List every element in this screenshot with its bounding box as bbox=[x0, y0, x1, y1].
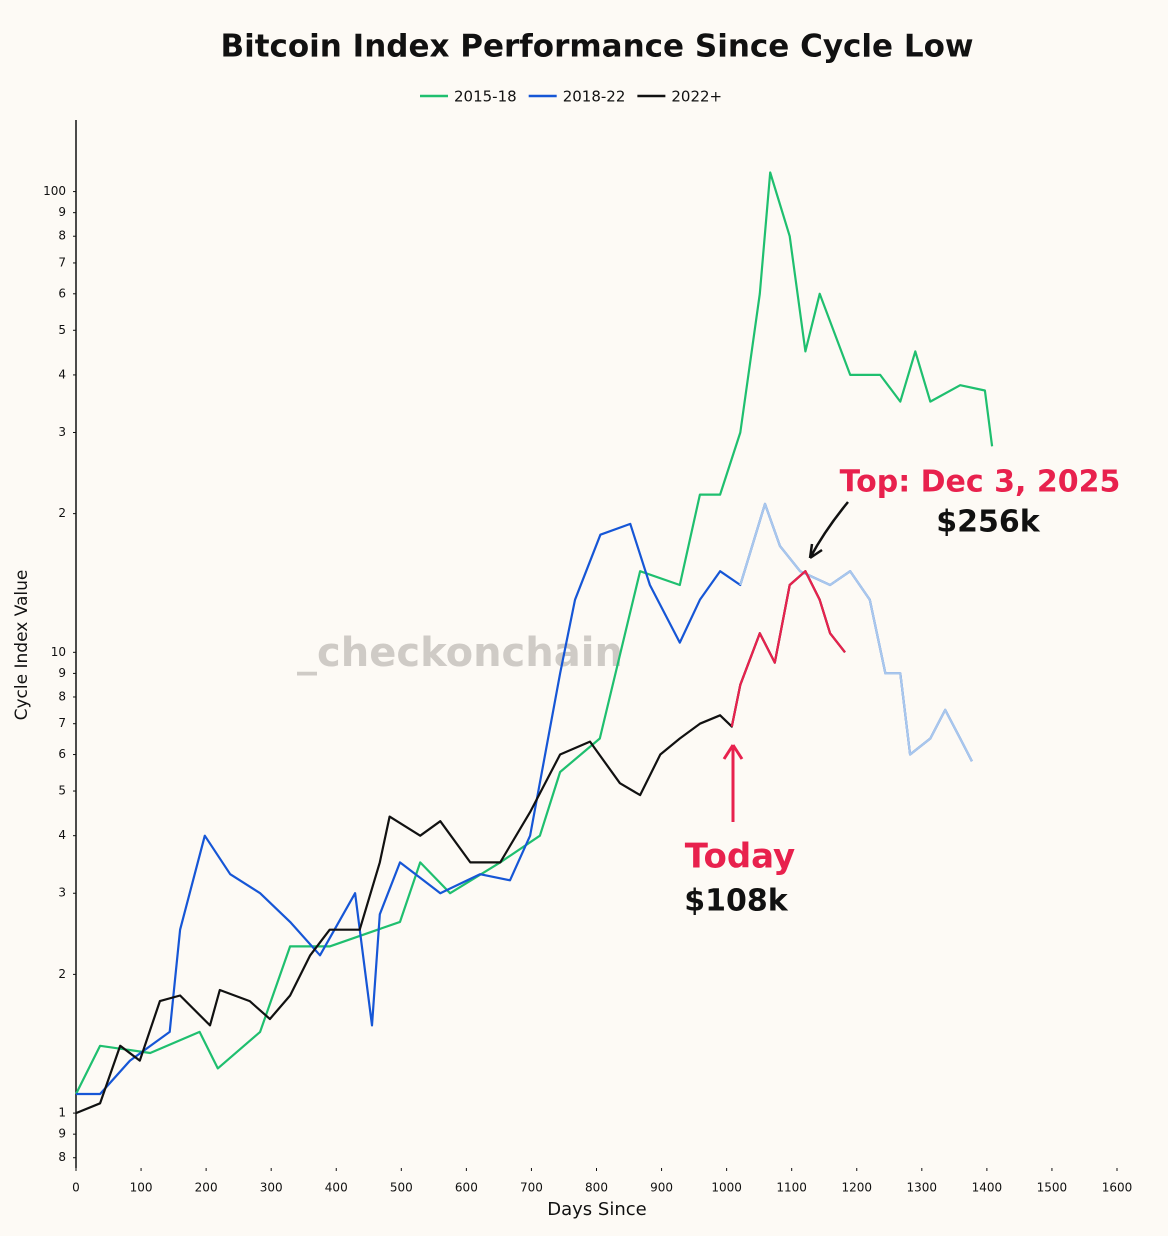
x-tick-label: 100 bbox=[130, 1181, 153, 1195]
y-tick-label: 3 bbox=[58, 886, 66, 900]
x-tick-label: 600 bbox=[455, 1181, 478, 1195]
x-tick-label: 400 bbox=[325, 1181, 348, 1195]
x-tick-label: 1600 bbox=[1102, 1181, 1133, 1195]
y-tick-label: 9 bbox=[58, 1127, 66, 1141]
arrow bbox=[808, 501, 849, 560]
x-axis-label: Days Since bbox=[547, 1199, 646, 1220]
line-highlight bbox=[739, 502, 973, 762]
y-tick-label: 8 bbox=[58, 229, 66, 243]
plot-area bbox=[75, 171, 994, 1115]
y-tick-label: 7 bbox=[58, 255, 66, 269]
y-tick-label: 100 bbox=[43, 184, 66, 198]
x-tick-label: 1400 bbox=[972, 1181, 1003, 1195]
y-axis-label: Cycle Index Value bbox=[12, 570, 32, 721]
x-tick-label: 300 bbox=[260, 1181, 283, 1195]
legend: 2015-18 2018-22 2022+ bbox=[420, 88, 722, 106]
legend-label: 2018-22 bbox=[563, 88, 626, 106]
annotation: Today bbox=[685, 837, 795, 877]
annotation: Top: Dec 3, 2025 bbox=[840, 465, 1121, 500]
y-tick-label: 6 bbox=[58, 747, 66, 761]
y-tick-label: 7 bbox=[58, 716, 66, 730]
x-tick-label: 0 bbox=[72, 1181, 80, 1195]
y-tick-label: 4 bbox=[58, 367, 66, 381]
chart-title: Bitcoin Index Performance Since Cycle Lo… bbox=[220, 29, 973, 65]
y-tick-label: 10 bbox=[51, 645, 66, 659]
y-tick-label: 5 bbox=[58, 784, 66, 798]
x-tick-label: 1500 bbox=[1037, 1181, 1068, 1195]
annotation: $256k bbox=[936, 505, 1040, 540]
y-tick-label: 3 bbox=[58, 425, 66, 439]
line bbox=[76, 502, 973, 1096]
legend-label: 2015-18 bbox=[454, 88, 517, 106]
x-tick-label: 500 bbox=[390, 1181, 413, 1195]
y-tick-label: 9 bbox=[58, 666, 66, 680]
watermark: _checkonchain bbox=[297, 630, 623, 676]
y-tick-label: 6 bbox=[58, 286, 66, 300]
y-tick-label: 2 bbox=[58, 506, 66, 520]
y-tick-label: 8 bbox=[58, 689, 66, 703]
x-tick-label: 1000 bbox=[711, 1181, 742, 1195]
y-tick-label: 1 bbox=[58, 1106, 66, 1120]
x-tick-label: 1300 bbox=[907, 1181, 938, 1195]
x-tick-label: 700 bbox=[520, 1181, 543, 1195]
x-tick-label: 200 bbox=[195, 1181, 218, 1195]
y-tick-label: 9 bbox=[58, 205, 66, 219]
y-tick-label: 4 bbox=[58, 828, 66, 842]
y-tick-label: 8 bbox=[58, 1150, 66, 1164]
x-tick-label: 900 bbox=[650, 1181, 673, 1195]
line bbox=[75, 171, 994, 1095]
annotation: $108k bbox=[684, 884, 788, 919]
y-tick-label: 5 bbox=[58, 323, 66, 337]
x-tick-label: 1100 bbox=[776, 1181, 807, 1195]
x-tick-label: 1200 bbox=[841, 1181, 872, 1195]
legend-label: 2022+ bbox=[671, 88, 722, 106]
y-tick-label: 2 bbox=[58, 967, 66, 981]
line-highlight bbox=[730, 570, 846, 727]
arrow bbox=[722, 744, 744, 822]
x-tick-label: 800 bbox=[585, 1181, 608, 1195]
